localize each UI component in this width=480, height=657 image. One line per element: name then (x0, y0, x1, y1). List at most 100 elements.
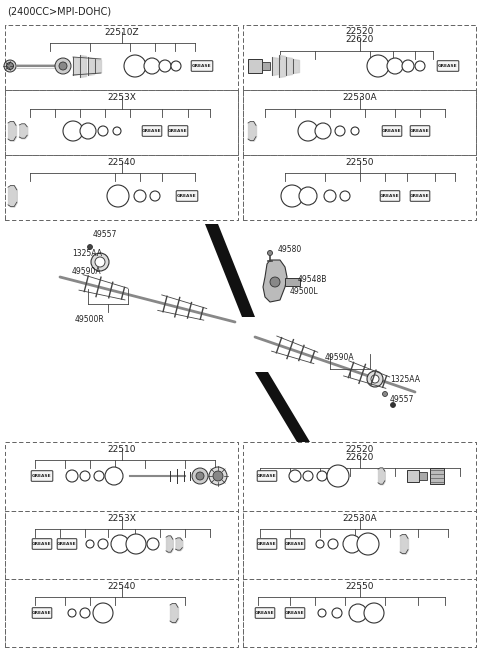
Circle shape (332, 608, 342, 618)
Text: 22620: 22620 (346, 453, 374, 462)
FancyBboxPatch shape (437, 60, 459, 72)
Polygon shape (205, 224, 255, 317)
Circle shape (134, 190, 146, 202)
Circle shape (270, 277, 280, 287)
Text: GREASE: GREASE (168, 129, 188, 133)
Text: 49590A: 49590A (325, 353, 355, 361)
Circle shape (340, 191, 350, 201)
Circle shape (415, 61, 425, 71)
Bar (243, 25, 476, 90)
Circle shape (63, 121, 83, 141)
Polygon shape (255, 372, 310, 442)
Circle shape (144, 58, 160, 74)
Text: 49500R: 49500R (75, 315, 105, 323)
Text: GREASE: GREASE (32, 474, 52, 478)
Circle shape (66, 470, 78, 482)
Circle shape (98, 539, 108, 549)
Text: 49557: 49557 (93, 230, 118, 239)
Circle shape (289, 470, 301, 482)
Text: GREASE: GREASE (192, 64, 212, 68)
Circle shape (4, 60, 16, 72)
Bar (5, 579, 238, 647)
Bar (5, 155, 238, 220)
FancyBboxPatch shape (285, 539, 305, 549)
FancyBboxPatch shape (57, 539, 77, 549)
Text: 49548B: 49548B (298, 275, 327, 284)
Text: 2253X: 2253X (108, 93, 136, 102)
Text: 22550: 22550 (346, 582, 374, 591)
Text: GREASE: GREASE (285, 611, 305, 615)
Text: GREASE: GREASE (410, 194, 430, 198)
FancyBboxPatch shape (257, 539, 277, 549)
FancyBboxPatch shape (285, 608, 305, 618)
Text: 22540: 22540 (108, 582, 136, 591)
Text: GREASE: GREASE (380, 194, 400, 198)
Bar (243, 442, 476, 647)
Circle shape (281, 185, 303, 207)
Text: GREASE: GREASE (255, 611, 275, 615)
Circle shape (124, 55, 146, 77)
Circle shape (91, 253, 109, 271)
Circle shape (391, 403, 396, 407)
Text: GREASE: GREASE (438, 64, 458, 68)
FancyBboxPatch shape (380, 191, 400, 201)
Circle shape (343, 535, 361, 553)
Circle shape (150, 191, 160, 201)
Circle shape (87, 244, 93, 250)
FancyBboxPatch shape (382, 125, 402, 136)
Circle shape (327, 465, 349, 487)
Circle shape (68, 609, 76, 617)
Text: 2253X: 2253X (108, 514, 136, 523)
Bar (5, 511, 238, 579)
Text: 22520: 22520 (346, 27, 374, 36)
Text: GREASE: GREASE (410, 129, 430, 133)
Circle shape (111, 535, 129, 553)
Text: GREASE: GREASE (142, 129, 162, 133)
Bar (243, 155, 476, 220)
Circle shape (318, 609, 326, 617)
Circle shape (94, 471, 104, 481)
Text: 22530A: 22530A (343, 93, 377, 102)
Circle shape (371, 375, 379, 383)
Circle shape (387, 58, 403, 74)
Bar (243, 511, 476, 579)
FancyBboxPatch shape (176, 191, 198, 201)
Circle shape (209, 467, 227, 485)
Text: GREASE: GREASE (32, 542, 52, 546)
Bar (243, 90, 476, 155)
Circle shape (315, 123, 331, 139)
Text: 49557: 49557 (390, 394, 414, 403)
Bar (5, 442, 238, 511)
Bar (285, 278, 300, 286)
Circle shape (113, 127, 121, 135)
Text: 22620: 22620 (346, 35, 374, 44)
FancyBboxPatch shape (255, 608, 275, 618)
Text: 49580: 49580 (278, 244, 302, 254)
Circle shape (159, 60, 171, 72)
FancyBboxPatch shape (191, 60, 213, 72)
Text: GREASE: GREASE (257, 542, 277, 546)
Bar (5, 442, 238, 647)
Bar (419, 472, 427, 480)
Circle shape (171, 61, 181, 71)
Circle shape (192, 468, 208, 484)
Text: GREASE: GREASE (257, 474, 277, 478)
Text: (2400CC>MPI-DOHC): (2400CC>MPI-DOHC) (7, 7, 111, 17)
Circle shape (351, 127, 359, 135)
Text: 22510Z: 22510Z (105, 28, 139, 37)
Bar (248, 59, 262, 73)
Bar (243, 442, 476, 511)
Circle shape (213, 471, 223, 481)
Text: GREASE: GREASE (32, 611, 52, 615)
Text: GREASE: GREASE (177, 194, 197, 198)
Bar (243, 25, 476, 220)
Bar (243, 579, 476, 647)
FancyBboxPatch shape (410, 191, 430, 201)
Circle shape (357, 533, 379, 555)
Circle shape (80, 608, 90, 618)
FancyBboxPatch shape (31, 470, 53, 482)
Circle shape (267, 250, 273, 256)
Text: 1325AA: 1325AA (390, 374, 420, 384)
Polygon shape (263, 260, 287, 302)
Bar (5, 90, 238, 155)
